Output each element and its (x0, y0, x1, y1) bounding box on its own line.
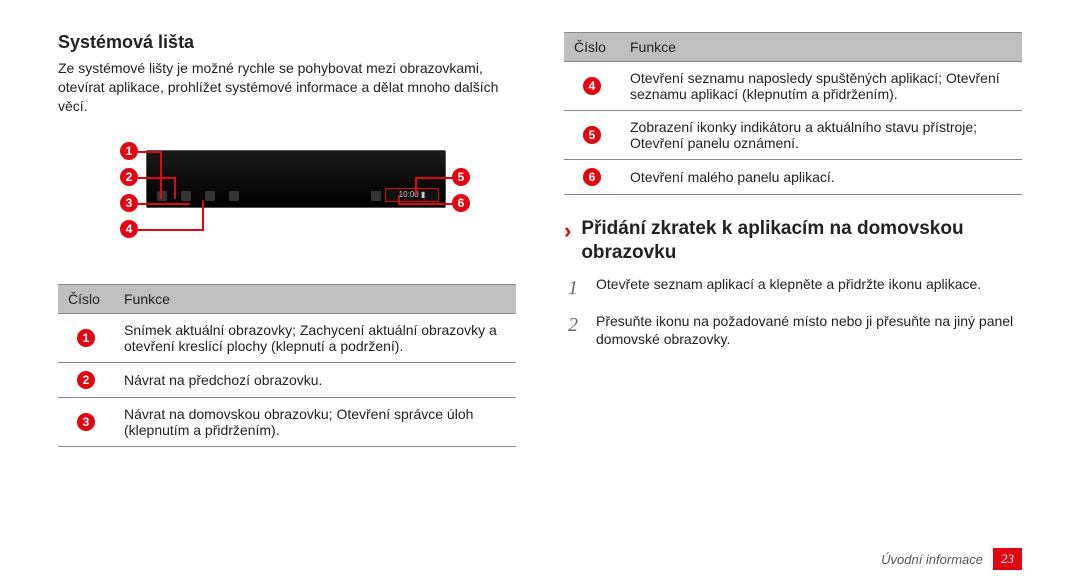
function-table-right: Číslo Funkce 4 Otevření seznamu naposledy… (564, 32, 1022, 195)
row-number-cell: 3 (58, 397, 114, 446)
row-number-cell: 6 (564, 160, 620, 195)
footer-label: Úvodní informace (881, 552, 983, 567)
row-function-cell: Otevření seznamu naposledy spuštěných ap… (620, 62, 1022, 111)
system-bar-diagram: 10:00 ▮ 123456 (58, 140, 458, 270)
callout-line (138, 151, 162, 153)
table-row: 5 Zobrazení ikonky indikátoru a aktuálníh… (564, 111, 1022, 160)
table-row: 4 Otevření seznamu naposledy spuštěných a… (564, 62, 1022, 111)
function-table-left: Číslo Funkce 1 Snímek aktuální obrazovky;… (58, 284, 516, 447)
col-number: Číslo (564, 33, 620, 62)
table-row: 1 Snímek aktuální obrazovky; Zachycení ak… (58, 313, 516, 362)
col-function: Funkce (620, 33, 1022, 62)
row-function-cell: Návrat na předchozí obrazovku. (114, 362, 516, 397)
step-item: 2 Přesuňte ikonu na požadované místo nebo… (568, 312, 1022, 350)
section-title: Systémová lišta (58, 32, 516, 53)
row-number-cell: 2 (58, 362, 114, 397)
callout-line (415, 177, 447, 179)
col-function: Funkce (114, 284, 516, 313)
subsection-title: Přidání zkratek k aplikacím na domovskou… (581, 217, 1022, 265)
row-number-cell: 5 (564, 111, 620, 160)
number-badge: 2 (77, 371, 95, 389)
steps-list: 1 Otevřete seznam aplikací a klepněte a p… (564, 275, 1022, 360)
callout-line (160, 151, 162, 199)
left-column: Systémová lišta Ze systémové lišty je mo… (58, 32, 516, 566)
col-number: Číslo (58, 284, 114, 313)
number-badge: 3 (77, 413, 95, 431)
step-text: Přesuňte ikonu na požadované místo nebo … (596, 312, 1022, 350)
callout-line (138, 229, 204, 231)
callout-line (138, 203, 190, 205)
row-number-cell: 4 (564, 62, 620, 111)
step-number: 1 (568, 275, 584, 302)
callout-line (174, 177, 176, 199)
callout-line (398, 203, 448, 205)
chevron-icon: › (564, 220, 571, 242)
number-badge: 6 (583, 168, 601, 186)
callout-badge: 1 (120, 142, 138, 160)
number-badge: 5 (583, 126, 601, 144)
table-row: 2 Návrat na předchozí obrazovku. (58, 362, 516, 397)
row-function-cell: Zobrazení ikonky indikátoru a aktuálního… (620, 111, 1022, 160)
callout-line (446, 177, 454, 179)
intro-text: Ze systémové lišty je možné rychle se po… (58, 59, 516, 116)
table-row: 6 Otevření malého panelu aplikací. (564, 160, 1022, 195)
step-number: 2 (568, 312, 584, 350)
number-badge: 4 (583, 77, 601, 95)
row-function-cell: Návrat na domovskou obrazovku; Otevření … (114, 397, 516, 446)
page-number: 23 (993, 548, 1022, 570)
row-function-cell: Snímek aktuální obrazovky; Zachycení akt… (114, 313, 516, 362)
subsection-heading: › Přidání zkratek k aplikacím na domovsk… (564, 217, 1022, 265)
callout-line (202, 200, 204, 231)
right-column: Číslo Funkce 4 Otevření seznamu naposledy… (564, 32, 1022, 566)
callout-line (415, 177, 417, 195)
table-row: 3 Návrat na domovskou obrazovku; Otevření… (58, 397, 516, 446)
callout-badge: 5 (452, 168, 470, 186)
page-footer: Úvodní informace 23 (881, 548, 1022, 570)
status-box: 10:00 ▮ (385, 188, 439, 202)
callout-badge: 6 (452, 194, 470, 212)
callout-line (138, 177, 176, 179)
callout-badge: 3 (120, 194, 138, 212)
step-text: Otevřete seznam aplikací a klepněte a př… (596, 275, 981, 302)
row-number-cell: 1 (58, 313, 114, 362)
callout-badge: 4 (120, 220, 138, 238)
callout-badge: 2 (120, 168, 138, 186)
row-function-cell: Otevření malého panelu aplikací. (620, 160, 1022, 195)
system-bar-graphic: 10:00 ▮ (146, 150, 446, 208)
step-item: 1 Otevřete seznam aplikací a klepněte a p… (568, 275, 1022, 302)
number-badge: 1 (77, 329, 95, 347)
